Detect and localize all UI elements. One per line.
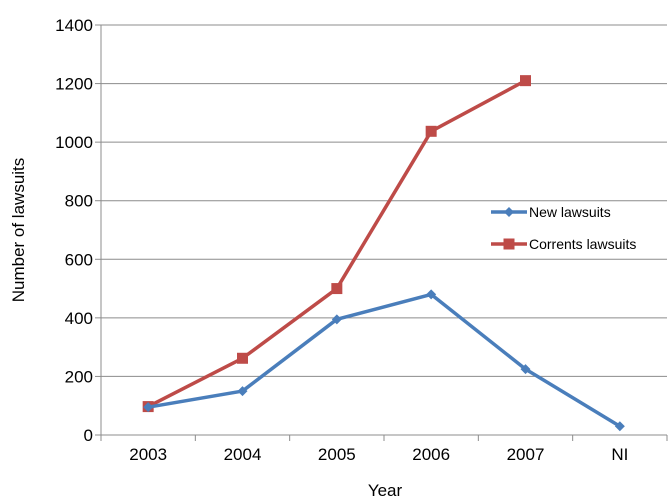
data-point: [143, 402, 154, 413]
data-point: [520, 75, 531, 87]
axes: [100, 25, 667, 436]
series-1: [142, 75, 531, 413]
y-tick-label: 200: [65, 367, 93, 386]
y-tick-label: 600: [65, 250, 93, 269]
data-point: [237, 352, 248, 364]
x-tick-label: 2003: [129, 445, 167, 464]
legend-item: New lawsuits: [491, 204, 611, 220]
y-tick-label: 1200: [55, 75, 93, 94]
data-point: [520, 364, 531, 375]
x-tick-label: 2006: [412, 445, 450, 464]
legend-swatch-marker: [503, 238, 515, 250]
data-point: [331, 314, 342, 325]
y-tick-label: 1000: [55, 133, 93, 152]
y-tick-label: 800: [65, 192, 93, 211]
x-tick-label: 2004: [224, 445, 262, 464]
y-axis-ticks: 0 200 400 600 800 1000 1200 1400: [55, 16, 101, 445]
x-tick-label: NI: [611, 445, 628, 464]
legend-item: Corrents lawsuits: [491, 236, 636, 252]
x-axis-ticks: 2003 2004 2005 2006 2007 NI: [100, 435, 668, 464]
legend: New lawsuits Corrents lawsuits: [491, 204, 636, 252]
x-axis-title: Year: [368, 481, 403, 500]
y-tick-label: 0: [84, 426, 93, 445]
y-tick-label: 400: [65, 309, 93, 328]
series-line: [147, 79, 527, 409]
data-point: [331, 283, 343, 295]
legend-label: Corrents lawsuits: [529, 236, 636, 252]
y-tick-label: 1400: [55, 16, 93, 35]
data-point: [237, 386, 248, 397]
data-point: [614, 421, 625, 432]
x-tick-label: 2007: [507, 445, 545, 464]
gridlines: [101, 24, 667, 377]
legend-swatch-marker: [504, 207, 514, 217]
legend-label: New lawsuits: [529, 204, 611, 220]
x-tick-label: 2005: [318, 445, 356, 464]
series-group: [142, 75, 625, 432]
y-axis-title: Number of lawsuits: [9, 158, 28, 303]
series-line: [147, 292, 621, 428]
data-point: [425, 125, 437, 137]
data-point: [426, 289, 437, 300]
series-0: [143, 289, 625, 432]
